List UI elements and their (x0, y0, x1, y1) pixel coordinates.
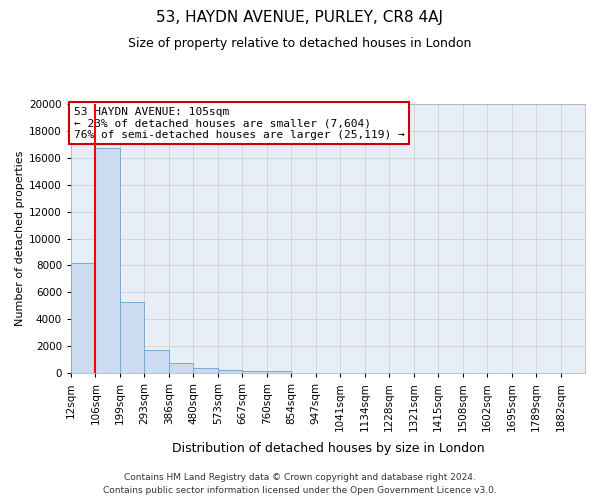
Text: Contains HM Land Registry data © Crown copyright and database right 2024.
Contai: Contains HM Land Registry data © Crown c… (103, 474, 497, 495)
Bar (95, 148, 120, 373)
Bar (71, 263, 95, 373)
Bar (169, 363, 193, 373)
Bar (218, 370, 242, 373)
Bar (145, 350, 169, 373)
Text: 53 HAYDN AVENUE: 105sqm
← 23% of detached houses are smaller (7,604)
76% of semi: 53 HAYDN AVENUE: 105sqm ← 23% of detache… (74, 106, 404, 140)
Text: 53, HAYDN AVENUE, PURLEY, CR8 4AJ: 53, HAYDN AVENUE, PURLEY, CR8 4AJ (157, 10, 443, 25)
Text: Size of property relative to detached houses in London: Size of property relative to detached ho… (128, 38, 472, 51)
Bar (120, 302, 145, 373)
X-axis label: Distribution of detached houses by size in London: Distribution of detached houses by size … (172, 442, 484, 455)
Bar (242, 371, 267, 373)
Bar (267, 371, 291, 373)
Y-axis label: Number of detached properties: Number of detached properties (15, 151, 25, 326)
Bar (193, 368, 218, 373)
